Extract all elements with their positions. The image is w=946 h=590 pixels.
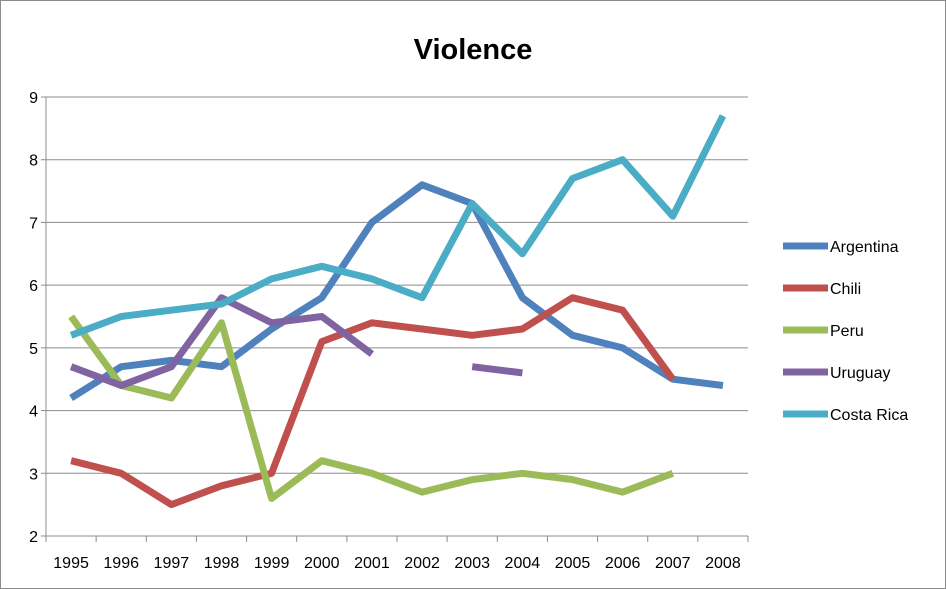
y-tick-label: 9 (29, 90, 38, 107)
series-lines (68, 114, 727, 509)
legend-label: Argentina (830, 239, 899, 256)
y-tick-label: 4 (29, 404, 38, 421)
gridlines (46, 96, 748, 474)
legend-item: Argentina (783, 239, 899, 256)
x-tick-label: 2006 (605, 555, 641, 572)
series-line (70, 294, 676, 509)
legend-label: Costa Rica (830, 407, 908, 424)
series-chili (70, 294, 676, 509)
x-tick-label: 2008 (705, 555, 741, 572)
y-tick-label: 8 (29, 153, 38, 170)
x-tick-label: 1995 (53, 555, 89, 572)
y-tick-label: 3 (29, 466, 38, 483)
legend-label: Chili (830, 281, 861, 298)
series-costa-rica (69, 114, 727, 339)
legend-label: Uruguay (830, 365, 890, 382)
x-tick-label: 2007 (655, 555, 691, 572)
legend-item: Costa Rica (783, 407, 908, 424)
legend-item: Chili (783, 281, 861, 298)
x-tick-label: 2002 (404, 555, 440, 572)
legend-item: Uruguay (783, 365, 890, 382)
x-tick-label: 1997 (154, 555, 190, 572)
y-tick-label: 6 (29, 278, 38, 295)
legend-item: Peru (783, 323, 864, 340)
x-tick-label: 1999 (254, 555, 290, 572)
x-tick-label: 1998 (204, 555, 240, 572)
x-tick-label: 2000 (304, 555, 340, 572)
x-tick-label: 2003 (454, 555, 490, 572)
series-line (471, 363, 523, 377)
series-line (69, 114, 727, 339)
series-line (69, 294, 375, 389)
series-peru (68, 314, 675, 502)
series-uruguay (69, 294, 523, 389)
y-tick-label: 2 (29, 529, 38, 546)
x-tick-label: 2004 (505, 555, 541, 572)
x-tick-label: 2005 (555, 555, 591, 572)
y-tick-label: 7 (29, 215, 38, 232)
legend-label: Peru (830, 323, 864, 340)
series-argentina (69, 181, 724, 401)
y-tick-label: 5 (29, 341, 38, 358)
chart-title: Violence (414, 34, 533, 66)
series-line (69, 181, 724, 401)
series-line (68, 314, 675, 502)
legend: Argentina Chili Peru Uruguay Costa Rica (783, 239, 908, 424)
x-tick-label: 2001 (354, 555, 390, 572)
axes: 2 3 4 5 6 7 8 9 1995 1996 1997 1998 1999 2000 2001 2002… (29, 90, 749, 572)
x-tick-label: 1996 (103, 555, 139, 572)
